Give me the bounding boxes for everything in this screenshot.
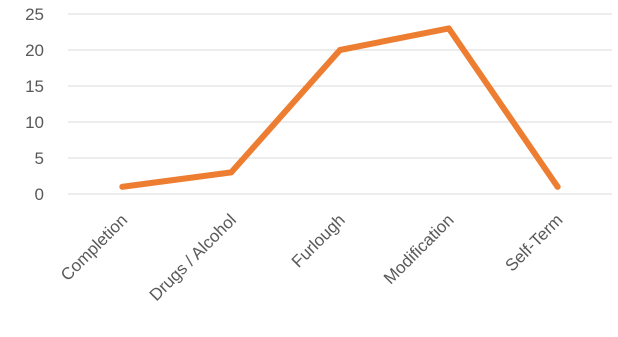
y-tick-label: 5 [35,149,44,168]
x-tick-label: Drugs / Alcohol [146,210,240,304]
y-axis-tick-labels: 0 5 10 15 20 25 [25,5,44,204]
data-point [554,183,561,190]
x-tick-label: Modification [380,210,458,288]
data-point [228,169,235,176]
x-axis-tick-labels: Completion Drugs / Alcohol Furlough Modific… [57,210,566,304]
y-tick-label: 0 [35,185,44,204]
gridlines [68,13,612,195]
y-tick-label: 25 [25,5,44,24]
x-tick-label: Self-Term [502,210,567,275]
series-lines [119,25,561,190]
x-tick-label: Furlough [288,210,349,271]
data-point [337,47,343,53]
y-tick-label: 10 [25,113,44,132]
x-tick-label: Completion [57,210,131,284]
y-tick-label: 20 [25,41,44,60]
data-point [445,25,452,32]
y-tick-label: 15 [25,77,44,96]
data-point [119,183,126,190]
